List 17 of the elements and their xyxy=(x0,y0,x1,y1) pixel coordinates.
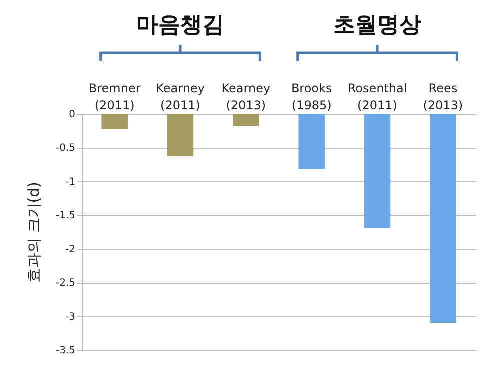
y-tick-label: -1 xyxy=(66,176,76,188)
text: 마음챙김 xyxy=(136,12,224,40)
x-tick-label: Kearney (2013) xyxy=(222,82,271,112)
x-tick-label: Bremner (2011) xyxy=(88,82,141,112)
y-tick-label: -3.5 xyxy=(56,346,76,356)
text: 초월명상 xyxy=(334,12,422,40)
x-tick-label: Kearney (2011) xyxy=(156,82,205,112)
y-tick-label: 0 xyxy=(69,110,76,120)
x-tick-label: Rosenthal (2011) xyxy=(348,82,408,112)
y-tick-label: -2.5 xyxy=(56,278,76,290)
y-tick-label: -1.5 xyxy=(56,210,76,222)
y-tick-label: -3 xyxy=(66,312,76,323)
y-tick-label: -2 xyxy=(66,244,76,256)
x-tick-label: Brooks (1985) xyxy=(291,82,332,112)
y-axis-title: 효과의 크기(d) xyxy=(24,182,43,283)
y-tick-label: -0.5 xyxy=(56,143,76,154)
x-tick-label: Rees (2013) xyxy=(423,82,464,112)
